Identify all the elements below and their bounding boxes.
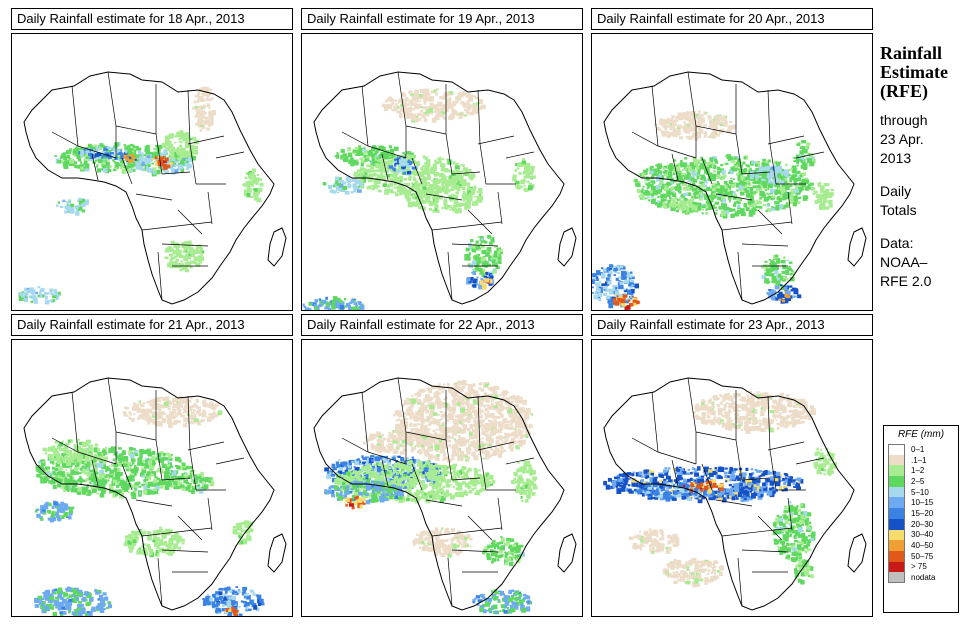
panel-title: Daily Rainfall estimate for 21 Apr., 201… [11,314,293,336]
legend-label: 50–75 [911,551,934,561]
legend-item: 40–50 [888,540,954,551]
legend-label: 10–15 [911,498,934,508]
rainfall-panel-19-apr: Daily Rainfall estimate for 19 Apr., 201… [301,8,583,311]
map-canvas [18,71,287,305]
product-title-line: Rainfall [880,43,943,63]
data-source-label: Data: [880,235,914,251]
data-source-name: NOAA– [880,254,928,270]
legend-label: 20–30 [911,519,934,529]
rainfall-map [591,339,873,617]
rainfall-map [301,33,583,311]
legend-swatch [888,529,905,541]
panel-title: Daily Rainfall estimate for 20 Apr., 201… [591,8,873,30]
aggregation-text: Daily [880,183,912,199]
product-title-line: Estimate [880,62,948,82]
panel-title: Daily Rainfall estimate for 22 Apr., 201… [301,314,583,336]
legend-swatch [888,518,905,530]
rainfall-field [313,377,577,615]
rainfall-map [591,33,873,311]
rainfall-panel-23-apr: Daily Rainfall estimate for 23 Apr., 201… [591,314,873,617]
legend-label: 5–10 [911,487,929,497]
legend-item: nodata [888,572,954,583]
legend-item: 20–30 [888,518,954,530]
panel-title: Daily Rainfall estimate for 19 Apr., 201… [301,8,583,30]
legend-swatch [888,486,905,498]
legend-label: 40–50 [911,541,934,551]
rainfall-panel-21-apr: Daily Rainfall estimate for 21 Apr., 201… [11,314,293,617]
legend-swatch [888,550,905,562]
rainfall-map [11,339,293,617]
rainfall-field [23,377,287,616]
product-title-line: (RFE) [880,81,928,101]
panel-title: Daily Rainfall estimate for 18 Apr., 201… [11,8,293,30]
rainfall-panel-22-apr: Daily Rainfall estimate for 22 Apr., 201… [301,314,583,617]
legend-item: 0–1 [888,444,954,455]
aggregation-text-2: Totals [880,202,917,218]
period-date: 23 Apr. [880,131,924,147]
legend-item: 15–20 [888,508,954,519]
period-year: 2013 [880,150,912,166]
rainfall-field [603,377,867,611]
legend-label: > 75 [911,562,927,572]
legend-item: > 75 [888,561,954,573]
map-canvas [302,71,577,310]
data-source-version: RFE 2.0 [880,273,932,289]
legend-item: 50–75 [888,550,954,562]
legend-swatch [888,508,905,519]
legend-swatch [888,476,905,487]
legend-label: 1–2 [911,466,925,476]
legend-title: RFE (mm) [897,429,945,440]
legend-item: 30–40 [888,529,954,541]
legend-swatch [888,497,905,509]
legend-swatch [888,454,905,466]
rainfall-field [302,71,577,310]
legend-item: 1–2 [888,465,954,477]
legend-label: 0–1 [911,444,925,454]
legend-swatch [888,561,905,573]
rainfall-panel-20-apr: Daily Rainfall estimate for 20 Apr., 201… [591,8,873,311]
product-title: Rainfall Estimate (RFE) [880,44,965,101]
legend-swatch [888,465,905,477]
legend-item: 5–10 [888,486,954,498]
map-canvas [313,377,577,615]
legend-item: 10–15 [888,497,954,509]
legend-swatch [888,572,905,583]
legend-item: 2–5 [888,476,954,487]
rfe-legend: RFE (mm) 0–1.1–1 1–2 2–5 5–10 10–15 15–20 20–3… [883,425,959,613]
map-canvas [592,71,867,310]
legend-swatch [888,444,905,455]
legend-label: .1–1 [911,455,927,465]
legend-label: nodata [911,573,936,583]
period-text: through [880,112,928,128]
rainfall-map [301,339,583,617]
panel-title: Daily Rainfall estimate for 23 Apr., 201… [591,314,873,336]
legend-item: .1–1 [888,454,954,466]
rainfall-field [18,71,287,305]
legend-label: 2–5 [911,476,925,486]
map-canvas [603,377,867,611]
legend-swatch [888,540,905,551]
rainfall-map [11,33,293,311]
map-canvas [23,377,287,616]
legend-label: 15–20 [911,508,934,518]
rainfall-field [592,71,867,310]
legend-label: 30–40 [911,530,934,540]
product-description: Rainfall Estimate (RFE) through 23 Apr. … [880,44,965,291]
rainfall-panel-18-apr: Daily Rainfall estimate for 18 Apr., 201… [11,8,293,311]
